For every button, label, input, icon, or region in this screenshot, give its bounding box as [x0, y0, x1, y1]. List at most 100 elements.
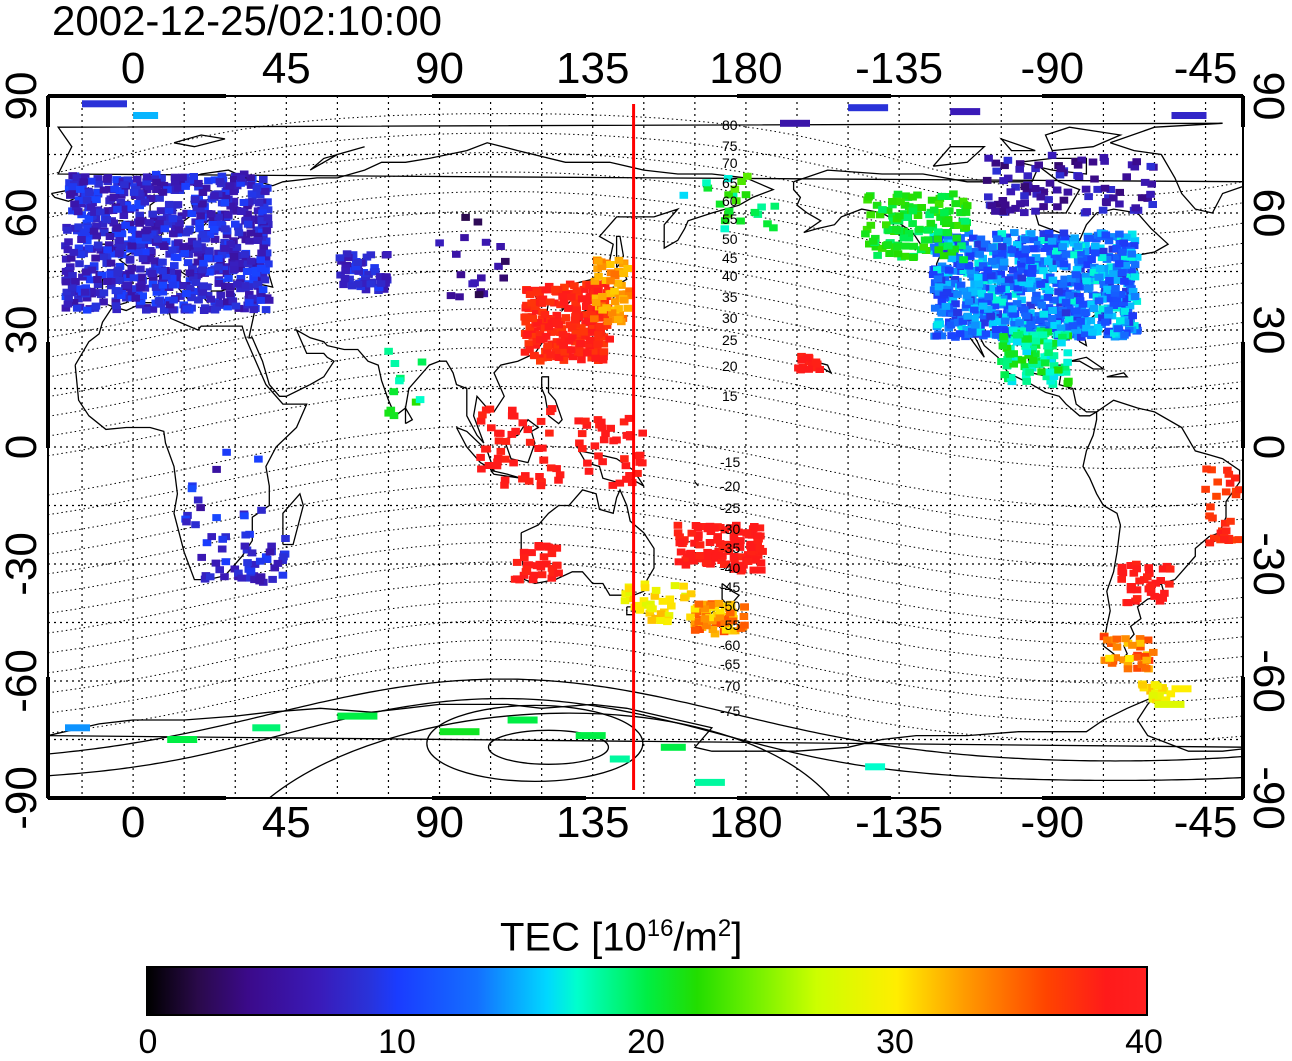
tec-pixel: [1049, 352, 1059, 360]
tec-pixel: [1049, 234, 1059, 242]
tec-pixel: [500, 481, 509, 489]
coastline-australia: [520, 488, 655, 596]
tec-pixel: [198, 288, 208, 296]
tec-pixel: [1141, 664, 1151, 672]
tec-pixel: [1028, 360, 1037, 368]
colorbar-tick-label: 10: [378, 1023, 416, 1061]
tec-pixel: [257, 506, 266, 514]
tec-pixel: [960, 217, 970, 225]
tec-pixel: [640, 580, 650, 588]
tec-pixel: [713, 533, 722, 541]
tec-pixel: [185, 269, 195, 277]
tec-pixel: [136, 181, 146, 189]
tec-pixel: [477, 465, 486, 473]
tec-pixel: [723, 175, 733, 182]
tec-pixel: [116, 243, 126, 251]
tec-pixel: [1132, 158, 1141, 166]
tec-pixel: [370, 264, 379, 272]
tec-pixel: [963, 245, 972, 253]
tec-pixel: [524, 340, 534, 348]
tec-pixel: [656, 617, 665, 624]
tec-pixel: [127, 226, 137, 234]
tec-pixel: [997, 251, 1007, 259]
tec-pixel: [105, 185, 114, 193]
tec-pixel: [1091, 249, 1100, 257]
tec-pixel: [593, 340, 602, 348]
tec-pixel: [264, 221, 273, 228]
coastline-arctic-island: [1044, 126, 1123, 152]
tec-pixel: [1205, 539, 1215, 547]
tec-pixel: [1100, 157, 1109, 165]
tec-pixel: [968, 327, 977, 335]
tec-pixel: [893, 250, 903, 258]
tec-pixel: [152, 288, 162, 296]
tec-pixel: [587, 304, 597, 312]
tec-pixel: [122, 201, 132, 209]
tec-pixel: [493, 458, 502, 466]
tec-pixel: [610, 298, 620, 306]
tec-pixel: [974, 259, 983, 267]
tec-pixel: [1007, 246, 1016, 254]
tec-pixel: [1063, 349, 1073, 357]
tec-pixel: [577, 430, 587, 438]
tec-pixel: [998, 197, 1008, 204]
tec-pixel: [252, 184, 262, 192]
tec-streak: [660, 743, 686, 751]
tec-pixel: [1114, 260, 1124, 268]
tec-pixel: [1083, 261, 1093, 269]
tec-pixel: [106, 270, 115, 278]
maglat-label: -40: [720, 560, 740, 576]
tec-pixel: [934, 200, 944, 208]
tec-pixel: [1028, 345, 1037, 353]
tec-pixel: [1080, 330, 1090, 338]
tec-pixel: [520, 554, 529, 562]
frame-bar-left: [46, 677, 50, 798]
tec-pixel: [1125, 302, 1135, 310]
tec-pixel: [93, 276, 102, 283]
tec-pixel: [217, 172, 227, 180]
coastlines: [48, 122, 1243, 752]
tec-pixel: [1224, 470, 1234, 478]
tec-pixel: [141, 234, 151, 242]
tec-pixel: [1101, 231, 1111, 239]
tec-pixel: [527, 299, 536, 307]
tec-pixel: [1098, 206, 1108, 214]
tec-pixel: [185, 284, 195, 292]
tec-pixel: [141, 248, 150, 256]
tec-pixel: [978, 302, 988, 310]
tec-pixel: [499, 274, 508, 282]
maglat-label: -20: [720, 478, 740, 494]
tec-pixel: [253, 281, 262, 288]
tec-pixel: [991, 326, 1001, 333]
tec-pixel: [197, 553, 206, 561]
tec-pixel: [1050, 322, 1059, 329]
tec-pixel: [1080, 248, 1090, 255]
tec-pixel: [114, 250, 124, 258]
tec-pixel: [594, 257, 603, 265]
tec-pixel: [1098, 305, 1108, 313]
tec-pixel: [571, 313, 580, 321]
maglat-label: 65: [722, 175, 738, 191]
tec-pixel: [136, 274, 146, 282]
tec-pixel: [92, 222, 101, 230]
tec-pixel: [189, 176, 198, 184]
tec-pixel: [1146, 588, 1156, 596]
tec-pixel: [737, 566, 747, 574]
tec-pixel: [548, 569, 558, 577]
lon-tick-label: 180: [709, 44, 783, 93]
tec-pixel: [908, 220, 917, 228]
tec-pixel: [136, 265, 145, 273]
tec-pixel: [933, 266, 942, 274]
tec-pixel: [474, 291, 484, 299]
tec-pixel: [590, 315, 599, 323]
tec-pixel: [202, 539, 212, 547]
maglat-label: 55: [722, 211, 738, 227]
tec-pixel: [589, 323, 598, 330]
tec-pixel: [1118, 269, 1127, 276]
tec-pixel: [1109, 302, 1119, 309]
tec-pixel: [946, 321, 956, 329]
lat-tick-label: -90: [0, 766, 46, 830]
tec-pixel: [535, 473, 544, 480]
coastline-sumatra: [455, 426, 496, 472]
tec-pixel: [904, 229, 914, 237]
